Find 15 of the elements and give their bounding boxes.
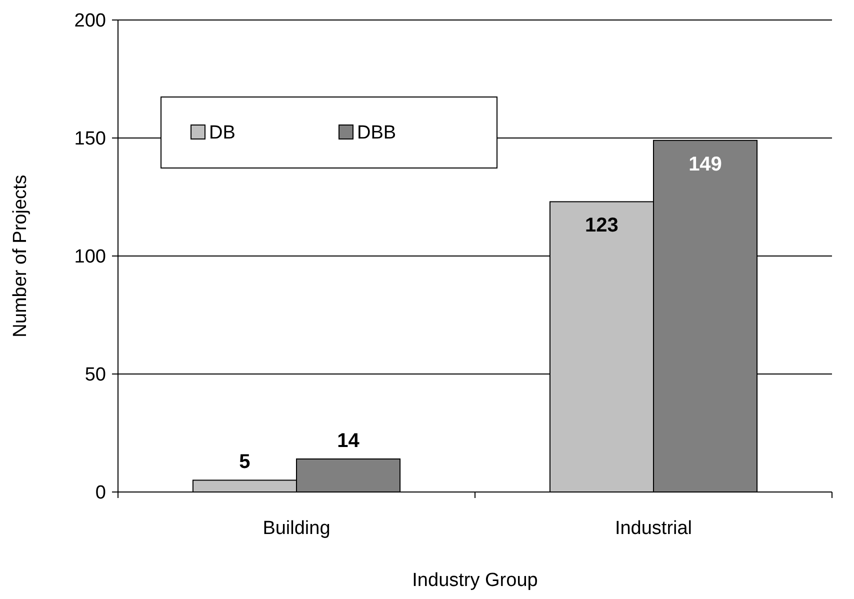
y-axis-title: Number of Projects [10,174,31,338]
data-label: 5 [239,451,250,474]
data-label: 14 [337,430,360,452]
x-tick-label: Industrial [614,518,692,539]
x-tick-label: Building [262,518,330,539]
legend-label: DBB [357,122,396,144]
y-tick-label: 0 [95,482,106,504]
y-tick-label: 200 [74,10,106,32]
legend-label: DB [209,122,236,144]
y-tick-label: 50 [84,364,106,386]
data-label: 123 [585,214,618,237]
y-tick-label: 150 [74,128,106,150]
data-label: 149 [688,153,722,176]
x-axis-title: Industry Group [412,570,538,591]
y-tick-label: 100 [74,246,106,268]
